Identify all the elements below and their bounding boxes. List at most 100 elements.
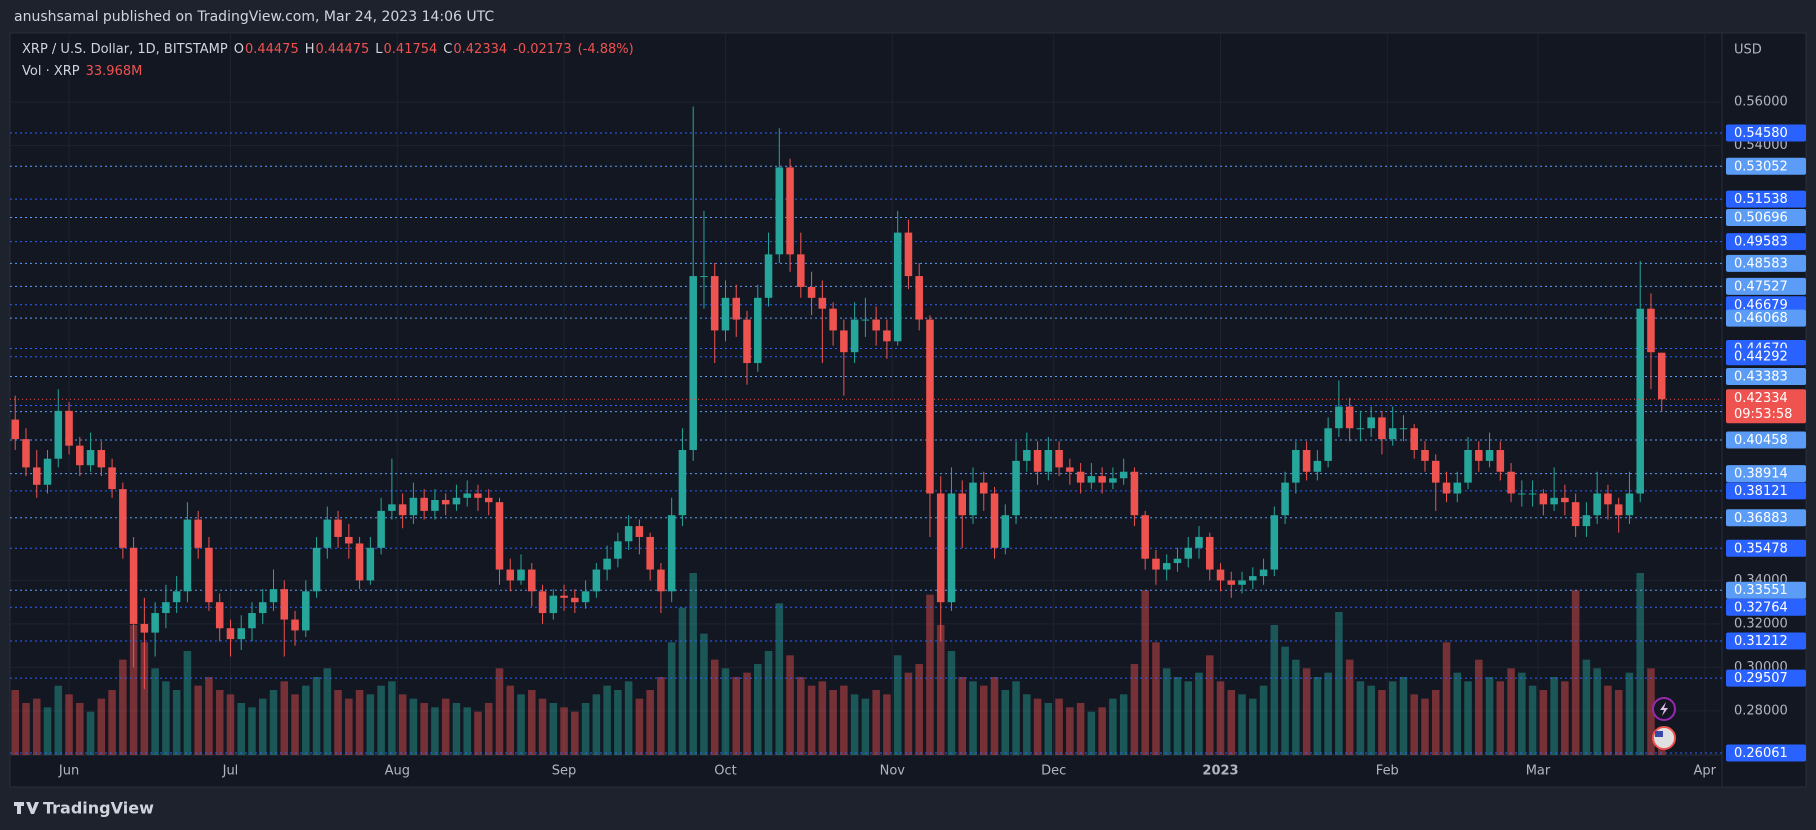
volume-bar <box>807 685 816 755</box>
candle-body <box>269 589 278 603</box>
candle-body <box>76 445 84 466</box>
volume-bar <box>549 703 558 755</box>
candle-body <box>1238 580 1246 585</box>
volume-bar <box>1345 659 1354 755</box>
x-tick-label: Mar <box>1526 764 1551 779</box>
candle-body <box>1388 428 1397 440</box>
candle-body <box>409 497 418 516</box>
volume-bar <box>1388 681 1397 755</box>
volume-bar <box>22 703 30 755</box>
volume-bar <box>1485 677 1494 755</box>
volume-bar <box>1625 672 1634 755</box>
volume-bar <box>1033 698 1042 755</box>
volume-bar <box>1335 612 1343 755</box>
candle-body <box>1119 471 1128 479</box>
candle-body <box>936 493 945 603</box>
candle-body <box>194 519 202 548</box>
volume-bar <box>850 694 859 755</box>
volume-bar <box>11 690 19 755</box>
volume-bar <box>829 690 837 755</box>
candle-body <box>775 167 784 255</box>
volume-bar <box>1238 694 1246 755</box>
volume-bar <box>237 703 245 755</box>
x-tick-label: Jun <box>58 764 79 779</box>
candle-body <box>11 419 19 440</box>
brand: TradingView <box>43 799 154 818</box>
volume-bar <box>140 642 149 755</box>
volume-bar <box>517 694 525 755</box>
volume-bar <box>129 625 138 755</box>
y-tick-label: 0.56000 <box>1734 95 1788 110</box>
candle-body <box>506 569 515 581</box>
volume-bar <box>1356 681 1365 755</box>
volume-bar <box>754 664 762 755</box>
volume-bar <box>1453 672 1462 755</box>
icons <box>1652 697 1676 750</box>
candle-body <box>1356 428 1365 430</box>
candle-body <box>43 458 52 485</box>
volume-bar <box>947 651 956 755</box>
volume-bar <box>1475 659 1483 755</box>
candle-body <box>797 254 805 287</box>
volume-bar <box>1119 694 1128 755</box>
level-box <box>1726 431 1806 449</box>
candle-body <box>345 536 353 544</box>
level-label: 0.53052 <box>1734 159 1788 174</box>
plot <box>10 33 1722 755</box>
candle-body <box>1012 460 1020 516</box>
candle-body <box>1109 478 1117 483</box>
candle-body <box>1227 580 1236 585</box>
volume-bar <box>840 685 848 755</box>
level-label: 0.46679 <box>1734 298 1788 313</box>
volume-bar <box>32 698 41 755</box>
volume-bar <box>775 603 784 755</box>
candle-body <box>1582 515 1591 527</box>
candle-body <box>1647 308 1655 353</box>
candle-body <box>1281 482 1289 516</box>
candle-body <box>1216 569 1225 581</box>
candle-body <box>22 439 30 468</box>
level-label: 0.51538 <box>1734 192 1788 207</box>
volume-bar <box>1302 668 1311 755</box>
volume-bar <box>431 707 439 755</box>
level-box <box>1726 157 1806 175</box>
volume-bar <box>312 677 321 755</box>
candle-body <box>205 547 213 603</box>
candle-body <box>1475 450 1483 461</box>
volume-bar <box>1378 690 1386 755</box>
candle-body <box>1087 476 1096 483</box>
level-label: 0.47527 <box>1734 279 1788 294</box>
candle-body <box>678 450 687 516</box>
candle-body <box>1453 482 1462 494</box>
candle-body <box>667 515 676 592</box>
y-tick-label: 0.32000 <box>1734 616 1788 631</box>
candle-body <box>721 297 730 331</box>
candle-body <box>581 591 590 603</box>
volume-bar <box>1464 681 1472 755</box>
last-price-box <box>1726 389 1806 424</box>
volume-bar <box>355 690 364 755</box>
candle-body <box>484 497 493 503</box>
candle-body <box>32 467 41 485</box>
candle-body <box>990 493 999 548</box>
candle-body <box>215 602 224 629</box>
candle-body <box>1518 493 1526 495</box>
volume-bar <box>797 677 805 755</box>
y-tick-label: 0.54000 <box>1734 138 1788 153</box>
candle-body <box>635 526 644 537</box>
level-label: 0.33551 <box>1734 583 1788 598</box>
volume-bar <box>226 694 235 755</box>
candle-body <box>1604 493 1612 505</box>
candle-body <box>754 297 762 364</box>
volume-bar <box>818 681 827 755</box>
candle-body <box>732 297 741 320</box>
candle-body <box>743 319 751 364</box>
publisher: anushsamal published on TradingView.com,… <box>14 9 494 25</box>
candle-body <box>571 597 579 603</box>
candle-body <box>1431 460 1440 483</box>
candle-body <box>786 167 794 255</box>
candle-body <box>710 276 719 331</box>
flag-icon[interactable] <box>1652 726 1676 750</box>
volume-value: 33.968M <box>85 64 143 79</box>
volume-bar <box>183 651 192 755</box>
